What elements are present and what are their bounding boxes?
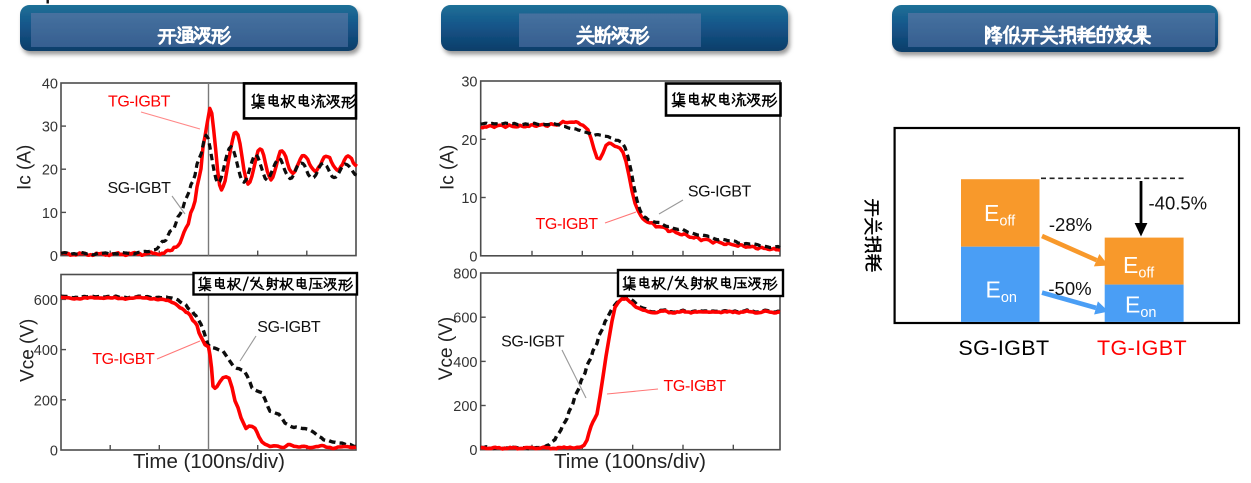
svg-text:SG-IGBT: SG-IGBT [501,334,565,351]
svg-text:Vce (V): Vce (V) [436,317,457,380]
svg-text:-50%: -50% [1048,278,1091,299]
svg-text:400: 400 [453,355,477,371]
svg-text:600: 600 [34,293,58,309]
svg-text:20: 20 [42,163,58,179]
svg-text:TG-IGBT: TG-IGBT [92,351,155,368]
svg-text:TG-IGBT: TG-IGBT [664,378,727,395]
svg-text:200: 200 [34,393,58,409]
svg-text:SG-IGBT: SG-IGBT [257,319,321,336]
svg-text:0: 0 [50,249,58,265]
svg-text:40: 40 [42,77,58,93]
svg-text:TG-IGBT: TG-IGBT [1097,336,1187,360]
svg-text:800: 800 [453,267,477,283]
svg-text:Vce (V): Vce (V) [17,319,38,382]
svg-text:10: 10 [42,206,58,222]
svg-text:400: 400 [34,343,58,359]
svg-text:10: 10 [461,191,477,207]
svg-text:20: 20 [461,133,477,149]
svg-text:TG-IGBT: TG-IGBT [108,93,171,110]
svg-text:SG-IGBT: SG-IGBT [108,180,172,197]
svg-text:0: 0 [50,444,58,460]
svg-text:30: 30 [461,75,477,91]
svg-text:200: 200 [453,399,477,415]
svg-text:Time (100ns/div): Time (100ns/div) [133,450,285,473]
svg-text:Time (100ns/div): Time (100ns/div) [554,450,706,473]
svg-text:-28%: -28% [1049,214,1092,235]
svg-text:SG-IGBT: SG-IGBT [688,184,752,201]
svg-text:Ic (A): Ic (A) [15,145,36,190]
svg-text:SG-IGBT: SG-IGBT [958,336,1049,360]
svg-text:30: 30 [42,120,58,136]
svg-text:0: 0 [469,443,477,459]
svg-text:0: 0 [469,249,477,265]
svg-text:600: 600 [453,311,477,327]
svg-text:-40.5%: -40.5% [1149,193,1208,214]
svg-text:TG-IGBT: TG-IGBT [536,216,599,233]
svg-text:Ic (A): Ic (A) [437,145,458,190]
